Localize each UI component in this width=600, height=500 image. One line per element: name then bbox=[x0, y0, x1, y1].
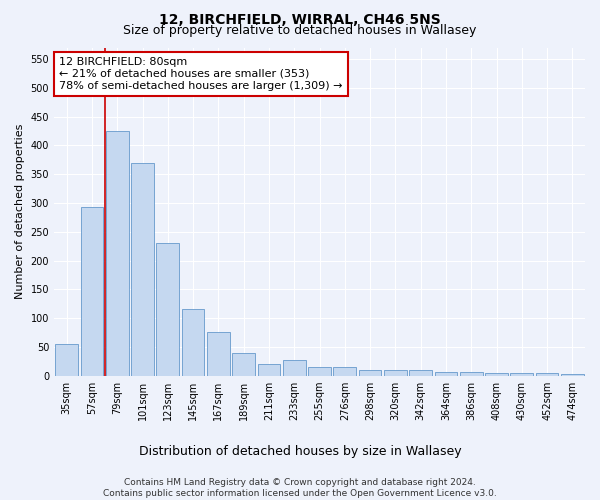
Bar bbox=[485, 373, 508, 376]
Bar bbox=[561, 374, 584, 376]
Bar bbox=[511, 373, 533, 376]
Bar bbox=[207, 332, 230, 376]
Bar bbox=[157, 243, 179, 376]
Bar bbox=[131, 162, 154, 376]
Bar bbox=[460, 372, 482, 376]
Bar bbox=[409, 370, 432, 376]
Text: 12, BIRCHFIELD, WIRRAL, CH46 5NS: 12, BIRCHFIELD, WIRRAL, CH46 5NS bbox=[159, 12, 441, 26]
Bar bbox=[182, 310, 205, 376]
Bar bbox=[384, 370, 407, 376]
Bar bbox=[257, 364, 280, 376]
Bar bbox=[106, 131, 128, 376]
Bar bbox=[308, 367, 331, 376]
Bar bbox=[434, 372, 457, 376]
Bar bbox=[359, 370, 382, 376]
Bar bbox=[334, 367, 356, 376]
Bar bbox=[232, 352, 255, 376]
Text: Distribution of detached houses by size in Wallasey: Distribution of detached houses by size … bbox=[139, 444, 461, 458]
Bar bbox=[55, 344, 78, 376]
Y-axis label: Number of detached properties: Number of detached properties bbox=[15, 124, 25, 300]
Bar bbox=[536, 373, 559, 376]
Text: Contains HM Land Registry data © Crown copyright and database right 2024.
Contai: Contains HM Land Registry data © Crown c… bbox=[103, 478, 497, 498]
Bar bbox=[80, 207, 103, 376]
Text: Size of property relative to detached houses in Wallasey: Size of property relative to detached ho… bbox=[124, 24, 476, 37]
Bar bbox=[283, 360, 305, 376]
Text: 12 BIRCHFIELD: 80sqm
← 21% of detached houses are smaller (353)
78% of semi-deta: 12 BIRCHFIELD: 80sqm ← 21% of detached h… bbox=[59, 58, 343, 90]
